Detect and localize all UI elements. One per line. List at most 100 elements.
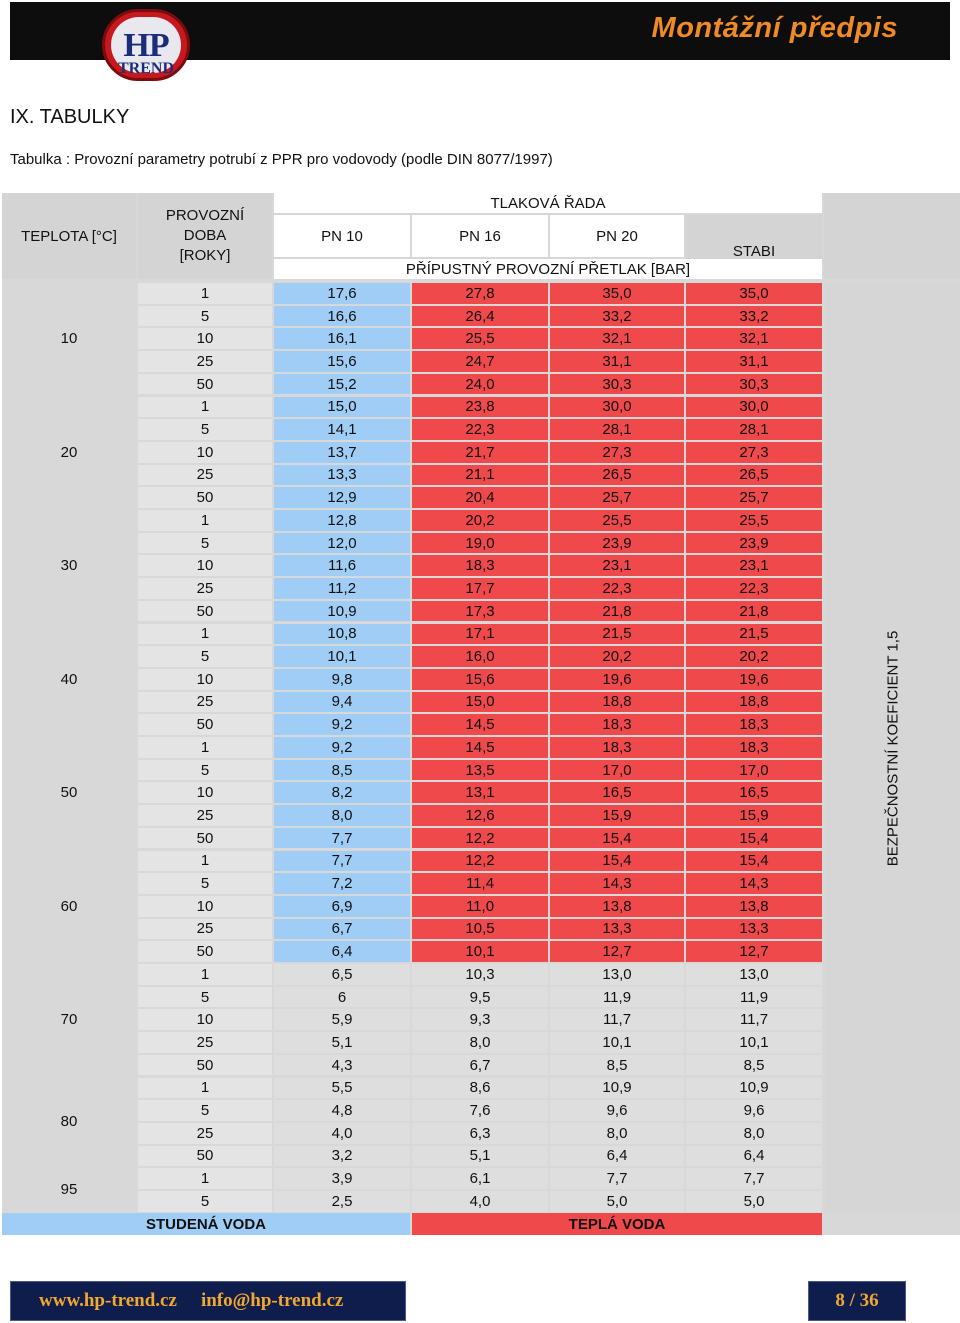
pressure-cell: 20,2 [412,510,548,531]
pressure-cell: 7,7 [550,1168,684,1189]
pressure-cell: 12,7 [550,941,684,962]
temperature-cell: 95 [2,1168,136,1212]
pressure-cell: 8,0 [412,1032,548,1053]
cold-water-label: STUDENÁ VODA [2,1213,410,1235]
duration-cell: 10 [138,555,272,577]
pressure-cell: 6,9 [274,895,410,917]
pressure-cell: 14,5 [412,714,548,735]
temperature-cell: 80 [2,1077,136,1167]
pressure-cell: 18,3 [550,737,684,758]
pressure-cell: 9,8 [274,668,410,690]
duration-cell: 50 [138,600,272,622]
duration-cell: 25 [138,691,272,713]
pressure-cell: 17,0 [686,759,822,781]
header-temperature: TEPLOTA [°C] [2,193,136,279]
duration-cell: 5 [138,532,272,554]
duration-cell: 25 [138,1122,272,1144]
temperature-cell: 10 [2,283,136,395]
pressure-cell: 28,1 [550,419,684,440]
pressure-cell: 12,7 [686,941,822,962]
duration-cell: 50 [138,941,272,962]
pressure-cell: 20,4 [412,487,548,508]
pressure-cell: 24,0 [412,373,548,395]
email-link[interactable]: info@hp-trend.cz [200,1290,344,1311]
header-duration-line2: DOBA [183,227,227,244]
pressure-cell: 30,0 [550,396,684,418]
pressure-cell: 8,0 [274,805,410,826]
pressure-cell: 16,5 [686,782,822,804]
pressure-cell: 10,8 [274,623,410,645]
pressure-cell: 11,0 [412,895,548,917]
pressure-cell: 15,4 [686,827,822,849]
pressure-cell: 23,9 [550,532,684,554]
hp-trend-logo: HP TREND [102,9,190,81]
table-caption: Tabulka : Provozní parametry potrubí z P… [10,151,553,168]
duration-cell: 25 [138,578,272,599]
pressure-cell: 17,6 [274,283,410,304]
pressure-cell: 31,1 [550,351,684,372]
temperature-cell: 30 [2,510,136,622]
footer-contact: www.hp-trend.cz info@hp-trend.cz [10,1281,406,1321]
duration-cell: 25 [138,918,272,940]
pressure-cell: 11,4 [412,873,548,894]
pressure-cell: 14,3 [550,873,684,894]
duration-cell: 50 [138,487,272,508]
pressure-cell: 22,3 [550,578,684,599]
header-duration-line3: [ROKY] [179,247,231,264]
duration-cell: 10 [138,895,272,917]
pressure-cell: 19,6 [686,668,822,690]
duration-cell: 1 [138,1168,272,1189]
pressure-cell: 12,9 [274,487,410,508]
pressure-cell: 12,2 [412,850,548,872]
pressure-cell: 14,1 [274,419,410,440]
pressure-cell: 30,3 [686,373,822,395]
pressure-cell: 5,9 [274,1009,410,1031]
pressure-cell: 4,0 [412,1191,548,1212]
pressure-cell: 18,3 [686,714,822,735]
pressure-cell: 9,6 [686,1100,822,1121]
pressure-cell: 11,7 [686,1009,822,1031]
pressure-cell: 9,4 [274,691,410,713]
pressure-cell: 5,1 [412,1145,548,1167]
website-link[interactable]: www.hp-trend.cz [39,1290,177,1311]
pressure-cell: 23,1 [686,555,822,577]
duration-cell: 5 [138,1100,272,1121]
duration-cell: 5 [138,646,272,667]
pressure-cell: 15,4 [686,850,822,872]
pressure-cell: 17,7 [412,578,548,599]
pressure-cell: 4,0 [274,1122,410,1144]
pressure-cell: 11,9 [550,986,684,1008]
pressure-cell: 8,5 [686,1054,822,1076]
duration-cell: 5 [138,1191,272,1212]
duration-cell: 5 [138,419,272,440]
pressure-cell: 7,2 [274,873,410,894]
pressure-cell: 9,6 [550,1100,684,1121]
pressure-cell: 8,2 [274,782,410,804]
pressure-cell: 18,3 [412,555,548,577]
pressure-cell: 17,1 [412,623,548,645]
pressure-cell: 10,9 [274,600,410,622]
duration-cell: 25 [138,464,272,486]
duration-cell: 1 [138,964,272,985]
pressure-cell: 13,5 [412,759,548,781]
pressure-cell: 6 [274,986,410,1008]
pressure-cell: 21,8 [550,600,684,622]
header-allowed-pressure: PŘÍPUSTNÝ PROVOZNÍ PŘETLAK [BAR] [274,259,822,279]
duration-cell: 1 [138,510,272,531]
duration-cell: 5 [138,986,272,1008]
pressure-cell: 25,5 [412,328,548,350]
pressure-cell: 11,7 [550,1009,684,1031]
pressure-cell: 23,8 [412,396,548,418]
pressure-cell: 25,7 [550,487,684,508]
pressure-cell: 7,7 [274,827,410,849]
logo-hp-text: HP [123,27,169,64]
pressure-cell: 6,1 [412,1168,548,1189]
pressure-cell: 16,5 [550,782,684,804]
pressure-cell: 7,7 [686,1168,822,1189]
document-title: Montážní předpis [651,12,898,44]
pressure-cell: 27,3 [550,441,684,463]
pressure-cell: 15,0 [412,691,548,713]
duration-cell: 50 [138,827,272,849]
pressure-cell: 26,5 [550,464,684,486]
duration-cell: 5 [138,873,272,894]
